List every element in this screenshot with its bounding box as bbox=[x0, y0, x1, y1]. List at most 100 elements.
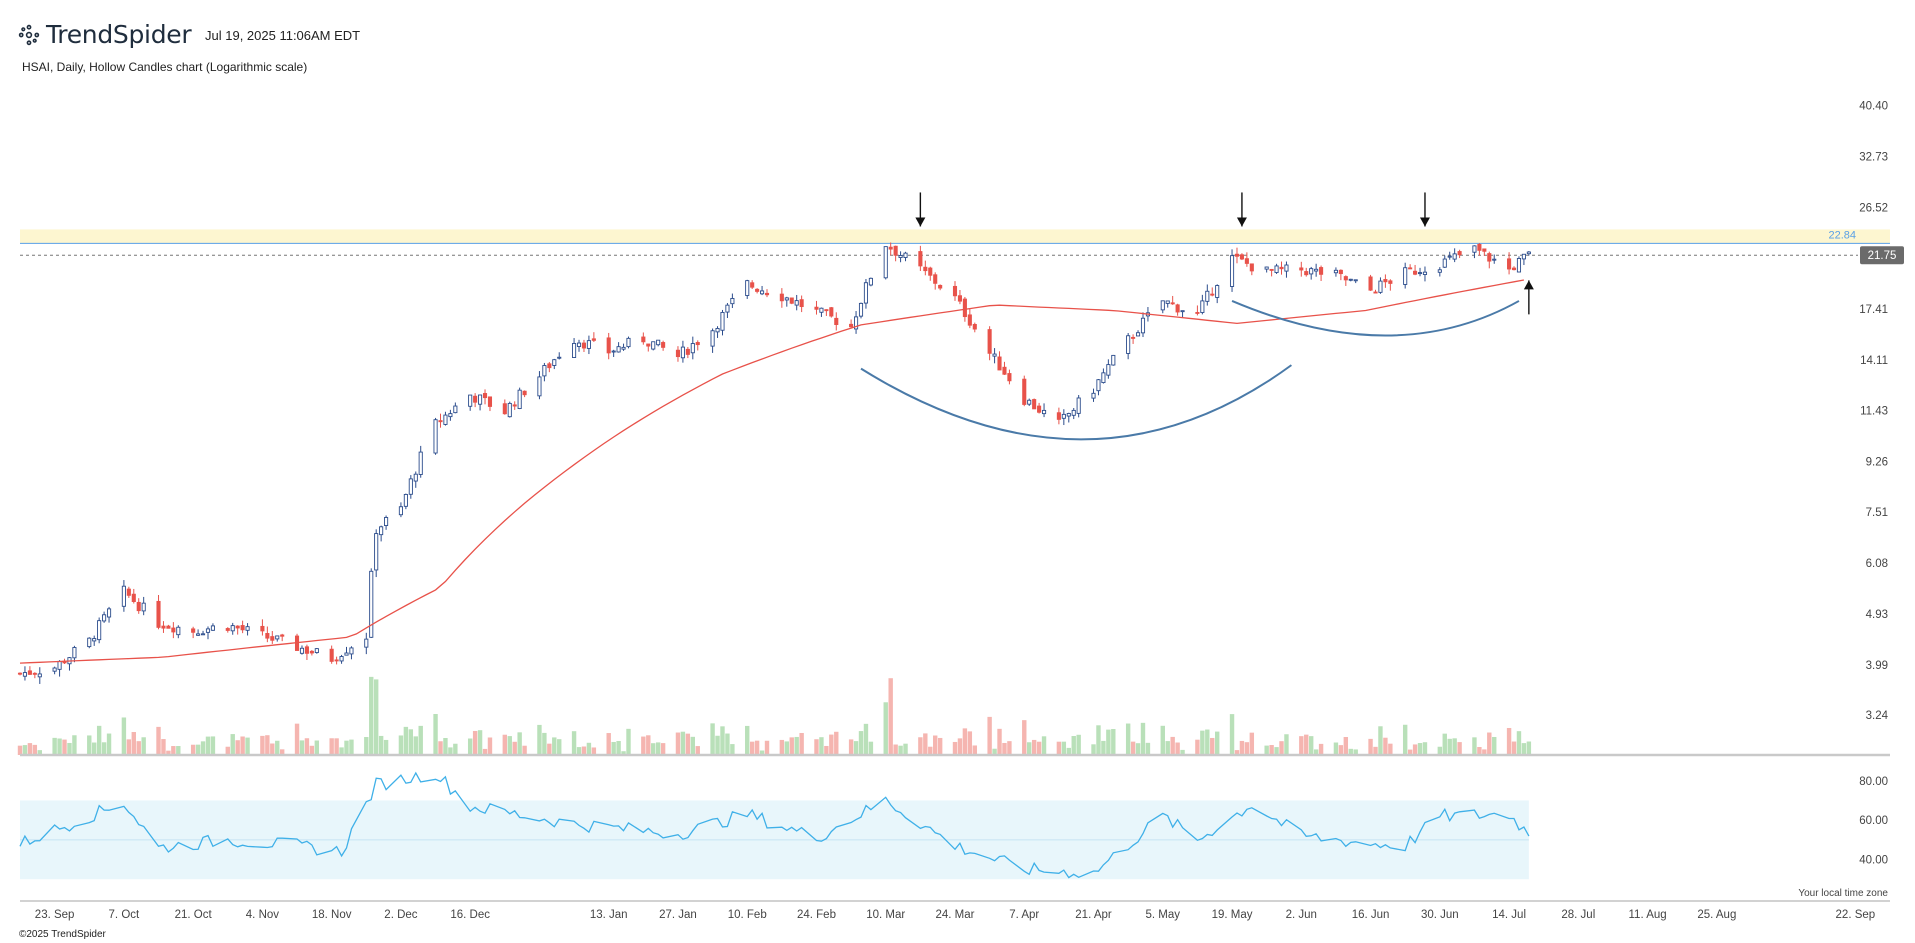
candle-body bbox=[1457, 251, 1462, 256]
volume-bar bbox=[1388, 743, 1393, 755]
volume-bar bbox=[1036, 741, 1042, 755]
candle-body bbox=[1160, 300, 1165, 311]
volume-bar bbox=[1353, 749, 1358, 755]
time-tick-label: 27. Jan bbox=[659, 909, 697, 921]
candle-body bbox=[1205, 290, 1210, 302]
candle-body bbox=[967, 314, 972, 326]
volume-bar bbox=[621, 751, 626, 755]
candle-body bbox=[641, 336, 646, 343]
volume-bar bbox=[349, 739, 354, 755]
arrow-down-icon bbox=[1236, 217, 1247, 227]
price-tick-label: 26.52 bbox=[1859, 202, 1888, 214]
volume-bar bbox=[472, 730, 478, 755]
volume-bar bbox=[141, 737, 146, 755]
volume-bar bbox=[1338, 745, 1344, 755]
candle-body bbox=[260, 625, 265, 632]
candle-body bbox=[957, 295, 962, 302]
volume-bar bbox=[1407, 749, 1413, 755]
volume-bar bbox=[27, 743, 33, 755]
volume-bar bbox=[537, 724, 542, 755]
candle-body bbox=[918, 251, 923, 267]
time-tick-label: 13. Jan bbox=[590, 909, 628, 921]
candle-body bbox=[37, 673, 42, 678]
candle-body bbox=[1111, 354, 1116, 366]
candle-body bbox=[1061, 413, 1066, 419]
candle-body bbox=[379, 526, 384, 536]
candle-body bbox=[661, 342, 666, 348]
time-axis: 23. Sep 7. Oct 21. Oct 4. Nov 18. Nov 2. Dec 1… bbox=[35, 909, 1875, 921]
price-tick-label: 7.51 bbox=[1866, 507, 1888, 519]
volume-bar bbox=[1487, 732, 1492, 755]
volume-bar bbox=[299, 740, 305, 755]
volume-bar bbox=[448, 747, 453, 755]
volume-bar bbox=[1165, 741, 1170, 755]
volume-bar bbox=[680, 731, 686, 755]
candle-body bbox=[102, 614, 107, 622]
volume-bar bbox=[67, 742, 72, 755]
candle-body bbox=[1135, 332, 1141, 337]
volume-bar bbox=[200, 741, 206, 755]
price-tick-label: 40.40 bbox=[1859, 101, 1888, 113]
candle-body bbox=[453, 405, 458, 414]
volume-bar bbox=[651, 743, 656, 755]
candle-body bbox=[57, 660, 62, 670]
rsi-tick-label: 80.00 bbox=[1859, 776, 1888, 788]
candle-body bbox=[482, 393, 488, 399]
candle-body bbox=[893, 245, 898, 256]
volume-bar bbox=[1269, 745, 1274, 755]
candle-body bbox=[854, 316, 859, 330]
volume-bar bbox=[1229, 714, 1235, 755]
rsi-line bbox=[19, 771, 1530, 879]
volume-bar bbox=[339, 747, 344, 755]
chart-subtitle: HSAI, Daily, Hollow Candles chart (Logar… bbox=[22, 60, 308, 74]
volume-bar bbox=[576, 747, 582, 755]
volume-bar bbox=[933, 735, 938, 755]
volume-bar bbox=[749, 741, 755, 755]
candle-body bbox=[1195, 311, 1200, 314]
volume-bar bbox=[270, 743, 275, 755]
candle-body bbox=[1239, 254, 1244, 260]
volume-bar bbox=[96, 725, 102, 755]
volume-bar bbox=[997, 728, 1002, 755]
volume-bar bbox=[1442, 733, 1447, 755]
volume-bar bbox=[685, 733, 691, 755]
rsi-tick-label: 40.00 bbox=[1859, 855, 1888, 867]
candle-body bbox=[1170, 302, 1175, 305]
volume-bar bbox=[369, 676, 374, 755]
volume-bar bbox=[918, 737, 923, 755]
time-tick-label: 23. Sep bbox=[35, 909, 75, 921]
volume-bar bbox=[275, 740, 280, 755]
time-tick-label: 25. Aug bbox=[1697, 909, 1736, 921]
volume-bar bbox=[952, 741, 958, 755]
candle-body bbox=[1472, 245, 1477, 253]
volume-bar bbox=[22, 745, 28, 755]
candle-body bbox=[299, 647, 305, 654]
candle-body bbox=[819, 307, 824, 313]
candle-body bbox=[1002, 366, 1007, 375]
time-tick-label: 24. Feb bbox=[797, 909, 836, 921]
candle-body bbox=[32, 672, 37, 675]
candle-body bbox=[1140, 317, 1146, 334]
candle-body bbox=[369, 570, 374, 638]
volume-bar bbox=[626, 728, 631, 755]
candle-body bbox=[517, 389, 522, 409]
time-tick-label: 28. Jul bbox=[1561, 909, 1595, 921]
candle-body bbox=[131, 593, 136, 603]
candle-body bbox=[923, 266, 928, 272]
volume-bar bbox=[992, 748, 997, 755]
volume-bar bbox=[1274, 747, 1279, 755]
volume-bar bbox=[789, 737, 794, 755]
volume-bar bbox=[101, 742, 107, 755]
volume-bar bbox=[863, 723, 869, 755]
candle-body bbox=[858, 302, 864, 317]
volume-bar bbox=[1472, 737, 1477, 755]
candle-body bbox=[191, 628, 196, 633]
volume-bar bbox=[398, 735, 404, 755]
candle-body bbox=[1279, 266, 1284, 270]
volume-bar bbox=[1200, 730, 1205, 755]
volume-bar bbox=[314, 740, 320, 755]
candle-body bbox=[1403, 267, 1408, 285]
volume-bar bbox=[903, 743, 908, 755]
volume-bar bbox=[893, 744, 898, 755]
